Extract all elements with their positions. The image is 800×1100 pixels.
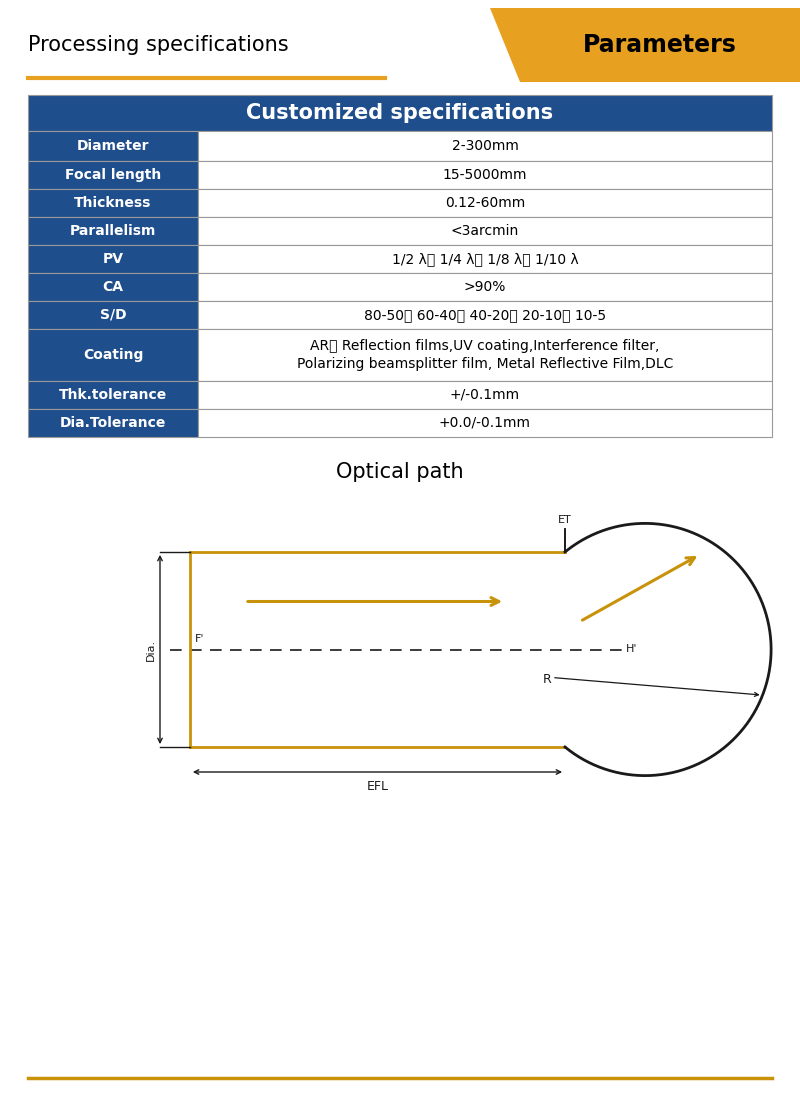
Text: <3arcmin: <3arcmin (451, 224, 519, 238)
Text: 15-5000mm: 15-5000mm (442, 168, 527, 182)
Text: PV: PV (102, 252, 123, 266)
Text: EFL: EFL (366, 780, 389, 793)
Bar (198, 381, 772, 409)
Bar (198, 301, 772, 329)
Text: Thk.tolerance: Thk.tolerance (59, 388, 167, 401)
Text: Optical path: Optical path (336, 462, 464, 482)
Text: 80-50、 60-40、 40-20、 20-10、 10-5: 80-50、 60-40、 40-20、 20-10、 10-5 (364, 308, 606, 322)
Bar (28, 329, 198, 381)
Bar (28, 189, 198, 217)
Bar (28, 409, 198, 437)
Text: Dia.: Dia. (146, 638, 156, 661)
Bar (198, 329, 772, 381)
Text: CA: CA (102, 280, 123, 294)
Text: H': H' (626, 645, 638, 654)
Bar (28, 161, 198, 189)
Text: Parallelism: Parallelism (70, 224, 156, 238)
Text: Processing specifications: Processing specifications (28, 35, 289, 55)
Text: Thickness: Thickness (74, 196, 152, 210)
Text: Parameters: Parameters (583, 33, 737, 57)
Text: S/D: S/D (100, 308, 126, 322)
Bar (198, 189, 772, 217)
Bar (198, 409, 772, 437)
Bar (28, 217, 198, 245)
Text: Diameter: Diameter (77, 139, 150, 153)
Text: F': F' (195, 635, 205, 645)
Bar (198, 131, 772, 161)
Bar (28, 301, 198, 329)
Bar (28, 273, 198, 301)
Text: +0.0/-0.1mm: +0.0/-0.1mm (439, 416, 531, 430)
Bar (28, 381, 198, 409)
Text: Dia.Tolerance: Dia.Tolerance (60, 416, 166, 430)
Bar (198, 161, 772, 189)
Text: Coating: Coating (83, 348, 143, 362)
Text: >90%: >90% (464, 280, 506, 294)
Bar (28, 131, 198, 161)
Text: +/-0.1mm: +/-0.1mm (450, 388, 520, 401)
Text: Customized specifications: Customized specifications (246, 103, 554, 123)
Polygon shape (490, 8, 800, 82)
Bar (198, 273, 772, 301)
Text: 0.12-60mm: 0.12-60mm (445, 196, 525, 210)
Bar (198, 217, 772, 245)
Text: 2-300mm: 2-300mm (451, 139, 518, 153)
Bar (198, 245, 772, 273)
Bar (28, 245, 198, 273)
Text: ET: ET (558, 515, 572, 525)
Text: 1/2 λ、 1/4 λ、 1/8 λ、 1/10 λ: 1/2 λ、 1/4 λ、 1/8 λ、 1/10 λ (392, 252, 578, 266)
Text: R: R (542, 673, 551, 686)
Bar (28, 95, 772, 131)
Text: Focal length: Focal length (65, 168, 161, 182)
Text: AR、 Reflection films,UV coating,Interference filter,
Polarizing beamsplitter fil: AR、 Reflection films,UV coating,Interfer… (297, 339, 673, 371)
